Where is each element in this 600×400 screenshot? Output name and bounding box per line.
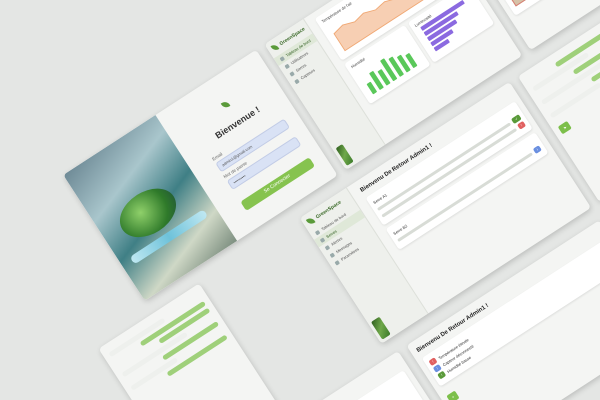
chat-message-in: [549, 81, 600, 119]
plant-thumbnail: [370, 316, 391, 340]
bar: [389, 56, 405, 77]
greenhouse-icon: [319, 237, 326, 243]
chart-row: Humidité Luminosité: [344, 0, 496, 107]
bar: [380, 58, 398, 81]
leaf-icon: [305, 216, 316, 226]
sensor-icon: [293, 78, 300, 84]
info-badge: i: [532, 145, 542, 154]
bar: [405, 52, 418, 68]
gear-icon: [334, 259, 340, 266]
bar: [434, 38, 450, 52]
send-button[interactable]: ➤: [557, 120, 573, 135]
leaf-icon: [270, 42, 280, 53]
temperature-panel: Température de l'air: [314, 0, 467, 61]
leaf-logo-icon: [220, 99, 231, 110]
trend-line-chart: [504, 0, 600, 7]
message-icon: [329, 252, 335, 258]
bar: [424, 11, 459, 36]
bar: [397, 54, 411, 73]
add-button[interactable]: +: [446, 390, 460, 400]
light-panel: Luminosité: [407, 0, 495, 63]
alerts-list: Liste des alertes !Température élevée !H…: [254, 370, 429, 400]
light-bar-chart: [420, 0, 465, 52]
dashboard-main: Température de l'air Humidité Luminosité: [307, 0, 523, 143]
bar: [367, 81, 378, 94]
dashboard-icon: [279, 55, 285, 62]
line-series: [508, 0, 600, 7]
bar: [430, 29, 454, 46]
dashboard-icon: [314, 229, 321, 236]
users-icon: [284, 63, 290, 69]
bell-icon: [324, 244, 330, 251]
trend-panel: [488, 0, 600, 16]
bar: [378, 69, 391, 86]
chat-screen: ➤: [98, 283, 281, 400]
alert-icon: !: [437, 370, 447, 380]
area-series: [333, 0, 457, 52]
bar: [420, 0, 465, 31]
plant-thumbnail: [335, 143, 354, 166]
alert-badge: !: [516, 120, 527, 130]
humidity-panel: Humidité: [344, 24, 431, 105]
bar: [369, 70, 384, 90]
temperature-area-chart: [333, 0, 457, 52]
chat-main: ➤: [99, 283, 281, 400]
humidity-bar-chart: [367, 52, 418, 94]
dashboard-screen: GreenSpace Tableau de bord Utilisateurs …: [264, 0, 523, 171]
bar: [427, 19, 458, 41]
greenhouse-icon: [289, 70, 295, 77]
